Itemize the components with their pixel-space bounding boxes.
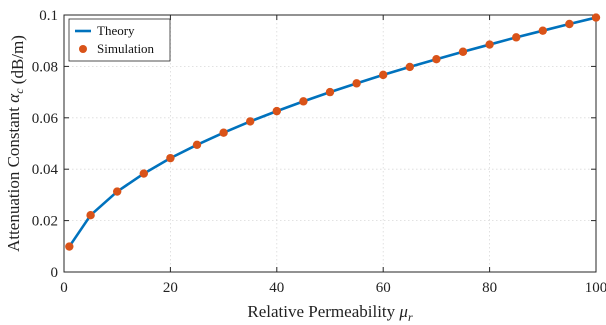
y-tick-label: 0.08: [32, 59, 58, 75]
x-tick-label: 0: [60, 280, 68, 296]
legend-simulation-swatch: [79, 45, 87, 53]
series-layer: [65, 13, 601, 251]
simulation-point: [512, 33, 521, 42]
x-tick-label: 80: [482, 280, 497, 296]
legend-simulation-label: Simulation: [97, 41, 155, 56]
y-axis-label: Attenuation Constant αc (dB/m): [4, 35, 27, 252]
y-tick-label: 0.1: [39, 8, 58, 24]
legend-theory-label: Theory: [97, 23, 135, 38]
x-tick-label: 60: [376, 280, 391, 296]
simulation-point: [538, 26, 547, 35]
simulation-point: [219, 128, 228, 137]
plot-frame: [63, 14, 597, 273]
x-tick-label: 100: [585, 280, 606, 296]
simulation-point: [86, 211, 95, 220]
simulation-point: [65, 242, 74, 251]
simulation-point: [325, 87, 335, 97]
simulation-point: [458, 47, 468, 56]
legend-box: [68, 18, 171, 62]
simulation-point: [591, 13, 601, 22]
simulation-point: [432, 55, 441, 64]
simulation-point: [405, 62, 414, 72]
simulation-point: [246, 117, 255, 126]
simulation-point: [299, 97, 308, 106]
x-tick-label: 40: [269, 280, 284, 296]
simulation-point: [565, 19, 574, 29]
axis-layer: [63, 14, 597, 273]
simulation-point: [166, 153, 175, 163]
simulation-point: [192, 140, 202, 149]
y-tick-label: 0.06: [32, 111, 59, 127]
legend: Theory Simulation: [68, 18, 171, 62]
x-tick-label: 20: [163, 280, 178, 296]
tick-label-layer: 0 20 40 60 80 100 0 0.02 0.04 0.06 0.08 0.1: [32, 8, 606, 296]
y-tick-label: 0.04: [32, 162, 59, 178]
y-tick-label: 0: [51, 265, 59, 281]
simulation-point: [272, 106, 281, 116]
simulation-point: [379, 70, 388, 80]
simulation-point: [485, 40, 494, 49]
x-axis-label: Relative Permeability μr: [247, 302, 413, 324]
simulation-point: [352, 79, 361, 88]
y-tick-label: 0.02: [32, 214, 58, 230]
simulation-point: [113, 187, 122, 196]
simulation-point: [139, 169, 148, 178]
